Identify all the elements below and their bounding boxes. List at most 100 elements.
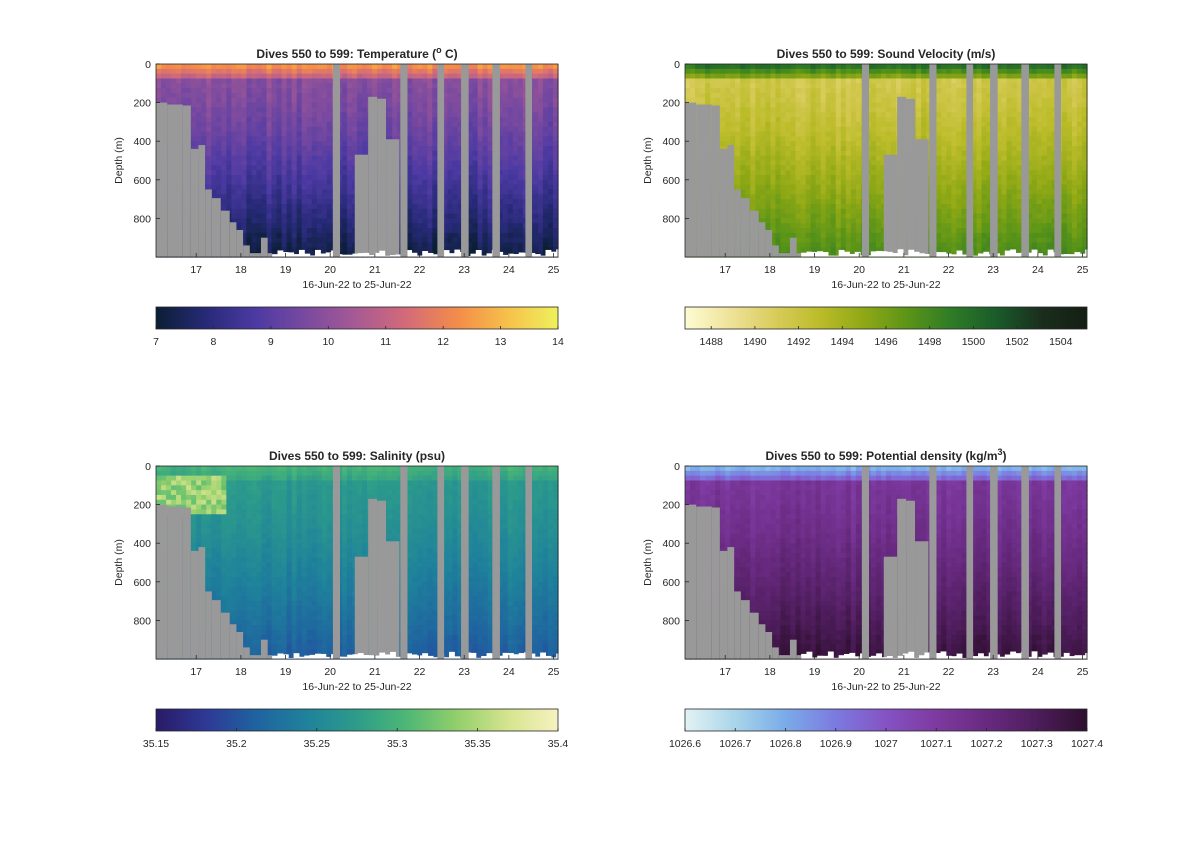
heatmap-cell [226, 155, 232, 162]
heatmap-cell [241, 126, 248, 133]
heatmap-cell [532, 242, 539, 248]
heatmap-cell [517, 232, 524, 239]
heatmap-cell [502, 107, 509, 113]
heatmap-cell [241, 121, 248, 128]
heatmap-cell [800, 184, 807, 191]
heatmap-cell [311, 117, 318, 123]
heatmap-cell [271, 179, 278, 186]
heatmap-cell [735, 78, 741, 84]
heatmap-cell [326, 242, 333, 248]
heatmap-cell [341, 179, 348, 186]
heatmap-cell [532, 150, 539, 157]
heatmap-cell [760, 155, 767, 162]
heatmap-cell [407, 88, 413, 94]
heatmap-cell [231, 199, 238, 205]
heatmap-cell [810, 141, 817, 147]
heatmap-cell [547, 213, 554, 219]
heatmap-cell [507, 160, 514, 166]
heatmap-cell [735, 68, 741, 75]
heatmap-cell [780, 228, 787, 234]
heatmap-cell [891, 117, 897, 123]
heatmap-cell [266, 155, 273, 162]
heatmap-cell [281, 146, 288, 152]
heatmap-cell [246, 141, 253, 147]
heatmap-cell [201, 107, 207, 113]
heatmap-cell [301, 141, 308, 147]
heatmap-cell [296, 112, 303, 118]
heatmap-cell [201, 131, 207, 137]
heatmap-cell [825, 218, 832, 224]
heatmap-cell [387, 64, 393, 70]
heatmap-cell [316, 92, 323, 99]
heatmap-cell [891, 68, 897, 75]
heatmap-cell [850, 218, 857, 224]
heatmap-cell [775, 155, 782, 162]
heatmap-cell [427, 64, 433, 70]
heatmap-cell [875, 83, 882, 89]
heatmap-cell [825, 213, 832, 219]
heatmap-cell [221, 184, 227, 191]
x-tick-label: 20 [324, 264, 336, 276]
heatmap-cell [825, 136, 832, 142]
heatmap-cell [537, 165, 544, 171]
heatmap-cell [835, 73, 842, 80]
heatmap-cell [407, 203, 413, 210]
heatmap-cell [311, 107, 318, 113]
heatmap-cell [196, 78, 202, 84]
heatmap-cell [176, 73, 182, 80]
heatmap-cell [407, 83, 413, 89]
heatmap-cell [226, 203, 232, 210]
heatmap-cell [271, 232, 278, 239]
heatmap-cell [276, 83, 283, 89]
heatmap-cell [891, 107, 897, 113]
heatmap-cell [407, 155, 413, 162]
heatmap-cell [251, 237, 258, 244]
heatmap-cell [830, 228, 837, 234]
heatmap-cell [447, 184, 454, 191]
heatmap-cell [357, 131, 363, 137]
heatmap-cell [835, 232, 842, 239]
heatmap-cell [392, 64, 398, 70]
heatmap-cell [850, 136, 857, 142]
profile-end-mask [432, 254, 439, 257]
heatmap-cell [507, 83, 514, 89]
heatmap-cell [537, 97, 544, 104]
heatmap-cell [241, 117, 248, 123]
heatmap-cell [452, 228, 459, 234]
heatmap-cell [750, 121, 756, 128]
heatmap-cell [311, 64, 318, 70]
heatmap-cell [422, 218, 428, 224]
heatmap-cell [407, 102, 413, 109]
heatmap-cell [795, 194, 802, 200]
heatmap-cell [840, 150, 847, 157]
heatmap-cell [547, 232, 554, 239]
heatmap-cell [886, 64, 892, 70]
heatmap-cell [326, 102, 333, 109]
heatmap-cell [271, 92, 278, 99]
heatmap-cell [487, 160, 494, 166]
heatmap-cell [487, 194, 494, 200]
heatmap-cell [296, 184, 303, 191]
heatmap-cell [422, 83, 428, 89]
heatmap-cell [710, 73, 716, 80]
heatmap-cell [512, 242, 519, 248]
heatmap-cell [387, 97, 393, 104]
heatmap-cell [760, 64, 767, 70]
heatmap-cell [362, 73, 368, 80]
heatmap-cell [407, 232, 413, 239]
heatmap-cell [296, 194, 303, 200]
heatmap-cell [760, 107, 767, 113]
heatmap-cell [226, 102, 232, 109]
heatmap-cell [256, 131, 263, 137]
heatmap-cell [206, 141, 212, 147]
heatmap-cell [795, 121, 802, 128]
heatmap-cell [321, 150, 328, 157]
heatmap-cell [296, 208, 303, 215]
heatmap-cell [316, 155, 323, 162]
heatmap-cell [825, 179, 832, 186]
heatmap-cell [472, 73, 479, 80]
heatmap-cell [251, 208, 258, 215]
heatmap-cell [231, 203, 238, 210]
heatmap-cell [311, 252, 318, 258]
heatmap-cell [261, 170, 268, 176]
